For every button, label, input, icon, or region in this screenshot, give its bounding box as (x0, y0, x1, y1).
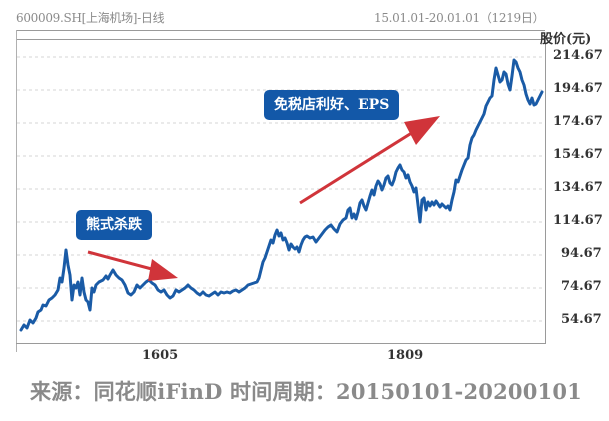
y-tick-label: 134.67 (553, 180, 603, 195)
plot-bottom-border (16, 343, 546, 344)
price-line (19, 58, 544, 332)
y-tick-label: 114.67 (553, 213, 603, 228)
bull-callout: 免税店利好、EPS (264, 90, 400, 120)
y-tick-label: 54.67 (561, 312, 602, 327)
source-caption: 来源：同花顺iFinD 时间周期：20150101-20200101 (30, 379, 582, 404)
bear-callout: 熊式杀跌 (76, 210, 152, 240)
y-tick-label: 194.67 (553, 81, 603, 96)
y-tick-label: 94.67 (561, 246, 602, 261)
x-tick-label: 1809 (387, 348, 424, 363)
y-axis-unit: 股价(元) (540, 32, 592, 47)
grid-lines (17, 56, 544, 322)
bear-arrow (87, 250, 178, 281)
bull-arrow (299, 116, 440, 205)
y-tick-label: 174.67 (553, 114, 603, 129)
frame-top-border (16, 30, 545, 31)
chart-title: 600009.SH[上海机场]-日线 (16, 11, 165, 25)
x-tick-label: 1605 (142, 348, 179, 363)
y-tick-label: 214.67 (553, 48, 603, 63)
plot-left-border (16, 30, 17, 352)
plot-top-border (16, 39, 545, 40)
y-tick-label: 74.67 (561, 279, 602, 294)
y-tick-label: 154.67 (553, 147, 603, 162)
date-range: 15.01.01-20.01.01（1219日） (374, 11, 545, 25)
plot-right-border (545, 39, 546, 343)
